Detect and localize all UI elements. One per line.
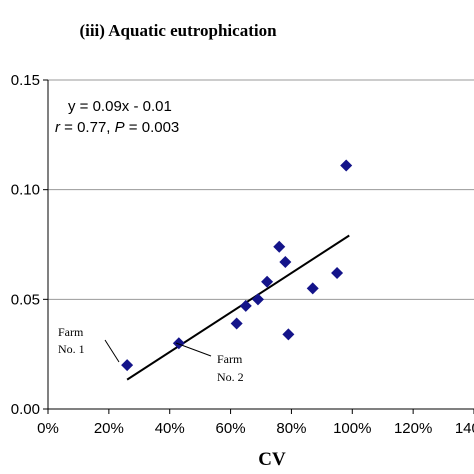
equation-r-value: = 0.77, <box>60 119 115 136</box>
data-point <box>121 359 134 372</box>
data-point <box>340 159 353 172</box>
chart-title: (iii) Aquatic eutrophication <box>79 21 277 40</box>
equation-p-value: = 0.003 <box>125 119 180 136</box>
y-tick-label: 0.05 <box>11 291 40 308</box>
y-axis-ticks: 0.00 0.05 0.10 0.15 <box>11 72 48 418</box>
annotation-farm-2-leader <box>175 342 212 357</box>
y-tick-label: 0.00 <box>11 401 40 418</box>
data-point <box>261 275 274 288</box>
annotation-farm-2: Farm No. 2 <box>175 342 244 384</box>
equation-line-1: y = 0.09x - 0.01 <box>68 98 172 115</box>
data-points <box>121 159 353 372</box>
data-point <box>331 267 344 280</box>
equation-p-symbol: P <box>115 119 125 136</box>
regression-equation: y = 0.09x - 0.01 r = 0.77, P = 0.003 <box>55 98 179 136</box>
x-tick-label: 100% <box>333 420 371 437</box>
x-axis-title: CV <box>258 449 286 470</box>
data-point <box>279 256 292 269</box>
annotation-farm-1-line1: Farm <box>58 325 84 339</box>
equation-line-2: r = 0.77, P = 0.003 <box>55 119 179 136</box>
x-tick-label: 120% <box>394 420 432 437</box>
x-tick-label: 80% <box>276 420 306 437</box>
data-point <box>239 299 252 312</box>
data-point <box>306 282 319 295</box>
y-tick-label: 0.15 <box>11 72 40 89</box>
x-tick-label: 0% <box>37 420 59 437</box>
x-axis-ticks: 0% 20% 40% 60% 80% 100% 120% 140% <box>37 409 474 437</box>
data-point <box>282 328 295 341</box>
x-tick-label: 140% <box>455 420 474 437</box>
equation-r-symbol: r <box>55 119 61 136</box>
annotation-farm-1: Farm No. 1 <box>58 325 120 363</box>
data-point <box>172 337 185 350</box>
x-tick-label: 40% <box>155 420 185 437</box>
annotation-farm-2-line2: No. 2 <box>217 370 244 384</box>
data-point <box>251 293 264 306</box>
data-point <box>230 317 243 330</box>
annotation-farm-1-leader <box>104 339 120 363</box>
annotation-farm-2-line1: Farm <box>217 352 243 366</box>
y-tick-label: 0.10 <box>11 182 40 199</box>
trend-line <box>126 234 350 381</box>
x-tick-label: 20% <box>94 420 124 437</box>
x-tick-label: 60% <box>216 420 246 437</box>
data-point <box>273 240 286 253</box>
annotation-farm-1-line2: No. 1 <box>58 342 85 356</box>
